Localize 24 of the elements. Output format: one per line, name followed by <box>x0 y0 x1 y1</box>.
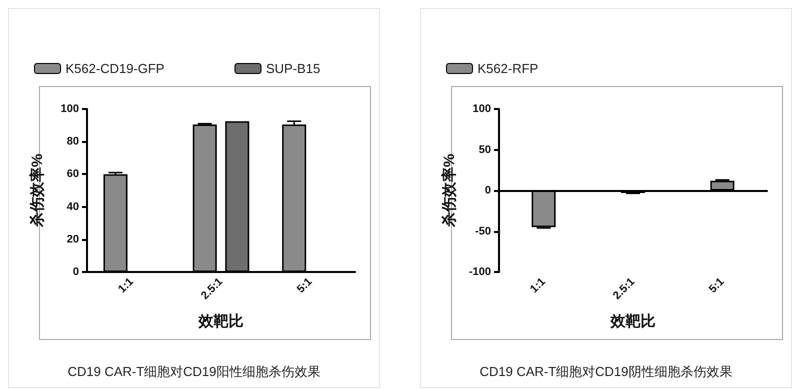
x-tick-label: 5:1 <box>294 276 315 296</box>
y-axis-title: 杀伤效率% <box>440 154 458 228</box>
y-tick-label: 60 <box>66 168 79 180</box>
text: CD19 CAR-T细胞对CD19阴性细胞杀伤效果 <box>480 364 732 379</box>
y-tick-label: -50 <box>475 225 491 238</box>
y-tick-label: 100 <box>60 103 79 115</box>
y-tick-label: 0 <box>484 184 491 196</box>
legend-label: K562-RFP <box>478 61 538 76</box>
y-tick-label: 0 <box>72 266 79 278</box>
y-axis-title: 杀伤效率% <box>28 154 46 228</box>
y-tick-label: 80 <box>66 136 79 148</box>
x-axis-title: 效靶比 <box>610 313 656 330</box>
x-tick-label: 5:1 <box>706 276 727 296</box>
legend-label: K562-CD19-GFP <box>66 61 164 76</box>
x-tick-label: 1:1 <box>116 276 136 296</box>
y-tick-label: 20 <box>66 233 79 246</box>
text: CD19 CAR-T细胞对CD19阳性细胞杀伤效果 <box>68 364 320 379</box>
x-axis-title: 效靶比 <box>198 313 244 330</box>
x-tick-label: 1:1 <box>528 276 548 296</box>
y-tick-label: 50 <box>478 144 491 156</box>
y-tick-label: 100 <box>472 103 491 115</box>
y-tick-label: 40 <box>66 200 79 213</box>
y-tick-label: -100 <box>468 266 491 278</box>
legend-label: SUP-B15 <box>266 61 320 76</box>
